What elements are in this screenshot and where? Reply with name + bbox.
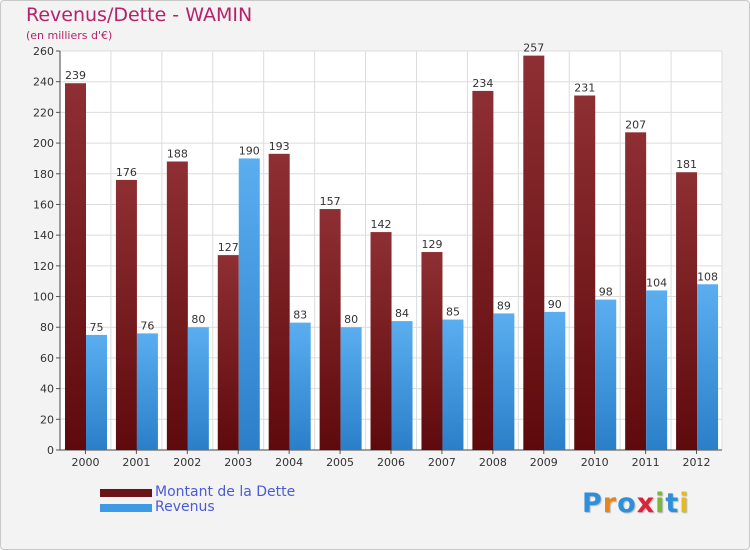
data-label: 127 bbox=[218, 241, 239, 254]
x-tick-label: 2008 bbox=[479, 456, 507, 469]
y-tick-label: 0 bbox=[47, 444, 54, 457]
y-tick-label: 20 bbox=[40, 413, 54, 426]
logo-letter: P bbox=[582, 488, 603, 519]
bar-revenus bbox=[646, 290, 668, 450]
bar-revenus bbox=[697, 284, 719, 450]
bar-revenus bbox=[544, 311, 566, 450]
x-tick-label: 2002 bbox=[173, 456, 201, 469]
data-label: 176 bbox=[116, 166, 137, 179]
data-label: 231 bbox=[574, 82, 595, 95]
y-tick-label: 80 bbox=[40, 321, 54, 334]
y-tick-label: 180 bbox=[33, 168, 54, 181]
data-label: 239 bbox=[65, 69, 86, 82]
data-label: 234 bbox=[472, 77, 493, 90]
x-tick-label: 2006 bbox=[377, 456, 405, 469]
data-label: 157 bbox=[320, 195, 341, 208]
data-label: 75 bbox=[90, 321, 104, 334]
bar-dette bbox=[676, 172, 698, 450]
y-tick-label: 220 bbox=[33, 106, 54, 119]
data-label: 207 bbox=[625, 118, 646, 131]
bar-revenus bbox=[289, 322, 311, 450]
data-label: 84 bbox=[395, 307, 409, 320]
logo-letter: i bbox=[655, 488, 666, 519]
bar-revenus bbox=[595, 299, 617, 450]
bar-dette bbox=[65, 83, 86, 450]
data-label: 90 bbox=[548, 298, 562, 311]
bar-revenus bbox=[340, 327, 362, 450]
bar-revenus bbox=[238, 158, 260, 450]
logo-letter: i bbox=[679, 488, 690, 519]
x-tick-label: 2007 bbox=[428, 456, 456, 469]
bar-dette bbox=[421, 252, 443, 450]
data-label: 108 bbox=[697, 270, 718, 283]
data-label: 181 bbox=[676, 158, 697, 171]
chart-title: Revenus/Dette - WAMIN bbox=[26, 4, 253, 26]
logo-letter: t bbox=[665, 488, 680, 519]
y-tick-label: 240 bbox=[33, 76, 54, 89]
data-label: 85 bbox=[446, 306, 460, 319]
bar-revenus bbox=[136, 333, 158, 450]
bar-revenus bbox=[442, 319, 464, 450]
bar-dette bbox=[319, 209, 341, 450]
data-label: 98 bbox=[599, 286, 613, 299]
x-tick-label: 2011 bbox=[632, 456, 660, 469]
data-label: 80 bbox=[344, 313, 358, 326]
data-label: 104 bbox=[646, 276, 667, 289]
bar-dette bbox=[268, 153, 290, 451]
bar-dette bbox=[472, 90, 494, 451]
x-tick-label: 2009 bbox=[530, 456, 558, 469]
bar-revenus bbox=[493, 313, 515, 450]
data-label: 188 bbox=[167, 147, 188, 160]
y-tick-label: 140 bbox=[33, 229, 54, 242]
legend-swatch-revenus bbox=[100, 504, 152, 512]
bar-dette bbox=[217, 255, 239, 450]
legend-swatch-dette bbox=[100, 489, 152, 497]
bars bbox=[65, 55, 719, 451]
x-tick-label: 2003 bbox=[224, 456, 252, 469]
y-tick-label: 160 bbox=[33, 198, 54, 211]
legend-label-dette: Montant de la Dette bbox=[155, 484, 296, 500]
logo-letter: x bbox=[636, 488, 656, 519]
data-label: 80 bbox=[191, 313, 205, 326]
bar-revenus bbox=[391, 321, 413, 450]
data-label: 193 bbox=[269, 140, 290, 153]
bar-dette bbox=[115, 179, 137, 450]
x-tick-label: 2004 bbox=[275, 456, 303, 469]
bar-dette bbox=[625, 132, 647, 451]
data-label: 76 bbox=[140, 319, 154, 332]
logo-letter: o bbox=[617, 488, 637, 519]
data-label: 89 bbox=[497, 299, 511, 312]
data-label: 142 bbox=[371, 218, 392, 231]
y-tick-label: 120 bbox=[33, 260, 54, 273]
logo-letter: r bbox=[602, 488, 618, 519]
x-tick-label: 2001 bbox=[122, 456, 150, 469]
x-tick-label: 2000 bbox=[71, 456, 99, 469]
bar-dette bbox=[523, 55, 545, 450]
data-label: 129 bbox=[421, 238, 442, 251]
x-tick-label: 2012 bbox=[683, 456, 711, 469]
y-tick-label: 40 bbox=[40, 383, 54, 396]
data-label: 257 bbox=[523, 42, 544, 55]
legend-label-revenus: Revenus bbox=[155, 499, 215, 515]
bar-revenus bbox=[86, 334, 107, 450]
x-tick-label: 2005 bbox=[326, 456, 354, 469]
y-tick-label: 60 bbox=[40, 352, 54, 365]
x-tick-label: 2010 bbox=[581, 456, 609, 469]
chart-subtitle: (en milliers d'€) bbox=[26, 29, 113, 42]
y-tick-label: 260 bbox=[33, 45, 54, 58]
data-label: 83 bbox=[293, 309, 307, 322]
data-label: 190 bbox=[239, 144, 260, 157]
y-tick-label: 100 bbox=[33, 291, 54, 304]
bar-dette bbox=[574, 95, 596, 450]
bar-dette bbox=[370, 232, 392, 450]
bar-revenus bbox=[187, 327, 209, 450]
bar-dette bbox=[166, 161, 188, 450]
proxiti-logo: Proxiti bbox=[582, 488, 690, 519]
y-tick-label: 200 bbox=[33, 137, 54, 150]
data-labels: 239 75 176 76 188 80 127 190 193 83 157 80 142 84 129 8… bbox=[65, 42, 718, 334]
